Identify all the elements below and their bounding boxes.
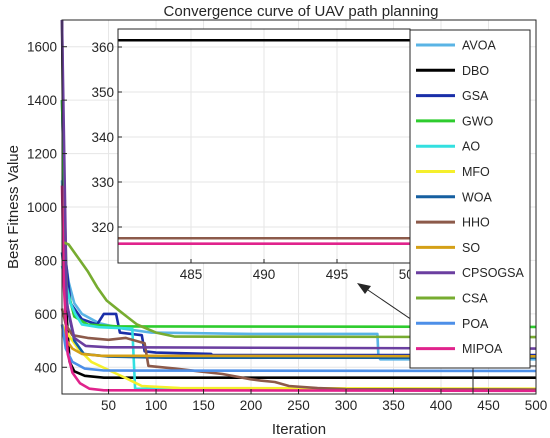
x-tick-label: 450 bbox=[477, 398, 500, 413]
legend-label-avoa: AVOA bbox=[462, 39, 496, 53]
inset-y-tick-label: 360 bbox=[91, 40, 114, 55]
series-line-mipoa bbox=[60, 185, 537, 393]
chart-title: Convergence curve of UAV path planning bbox=[164, 3, 439, 20]
inset-ticks: 485490495500320330340350360 bbox=[91, 40, 421, 282]
legend-label-poa: POA bbox=[462, 317, 489, 331]
y-tick-label: 1600 bbox=[27, 40, 57, 55]
series-line-poa bbox=[60, 324, 537, 373]
inset-y-tick-label: 320 bbox=[91, 220, 114, 235]
legend-label-cpsogsa: CPSOGSA bbox=[462, 266, 524, 280]
x-tick-label: 150 bbox=[192, 398, 215, 413]
series-line-ao bbox=[60, 265, 537, 391]
legend-label-gsa: GSA bbox=[462, 89, 489, 103]
y-tick-label: 1400 bbox=[27, 93, 57, 108]
y-tick-label: 1200 bbox=[27, 147, 57, 162]
x-axis-label: Iteration bbox=[272, 421, 326, 438]
legend-label-gwo: GWO bbox=[462, 114, 494, 128]
x-tick-label: 50 bbox=[101, 398, 116, 413]
main-ticks: 50 100 150 200 250 300 350 400 450 500 400 600 800 10… bbox=[27, 40, 547, 413]
x-tick-label: 500 bbox=[525, 398, 548, 413]
y-axis-label: Best Fitness Value bbox=[5, 145, 22, 269]
inset-y-tick-label: 330 bbox=[91, 175, 114, 190]
legend-label-dbo: DBO bbox=[462, 64, 489, 78]
series-line-cpsogsa bbox=[60, 19, 537, 350]
y-tick-label: 600 bbox=[34, 307, 57, 322]
inset-x-tick-label: 495 bbox=[326, 267, 349, 282]
legend-label-woa: WOA bbox=[462, 190, 493, 204]
legend-label-mipoa: MIPOA bbox=[462, 342, 503, 356]
y-tick-label: 800 bbox=[34, 253, 57, 268]
legend-box bbox=[409, 29, 531, 369]
legend: AVOA DBO GSA GWO AO MFO WOA HHO SO CPSOGSA CSA POA M… bbox=[409, 29, 531, 369]
legend-label-hho: HHO bbox=[462, 216, 490, 230]
x-tick-label: 200 bbox=[240, 398, 263, 413]
y-tick-label: 1000 bbox=[27, 200, 57, 215]
series-line-csa bbox=[61, 240, 537, 339]
inset-x-tick-label: 485 bbox=[180, 267, 203, 282]
x-tick-label: 350 bbox=[382, 398, 405, 413]
y-tick-label: 400 bbox=[34, 360, 57, 375]
inset-series bbox=[118, 38, 410, 245]
legend-label-ao: AO bbox=[462, 140, 480, 154]
legend-label-mfo: MFO bbox=[462, 165, 490, 179]
x-tick-label: 250 bbox=[287, 398, 310, 413]
zoom-pointer-arrowhead bbox=[357, 283, 371, 294]
x-tick-label: 400 bbox=[430, 398, 453, 413]
legend-label-so: SO bbox=[462, 241, 480, 255]
main-series bbox=[60, 19, 537, 393]
inset-x-tick-label: 490 bbox=[253, 267, 276, 282]
inset-y-tick-label: 340 bbox=[91, 130, 114, 145]
legend-label-csa: CSA bbox=[462, 292, 488, 306]
x-tick-label: 100 bbox=[145, 398, 168, 413]
x-tick-label: 300 bbox=[335, 398, 358, 413]
inset-y-tick-label: 350 bbox=[91, 85, 114, 100]
